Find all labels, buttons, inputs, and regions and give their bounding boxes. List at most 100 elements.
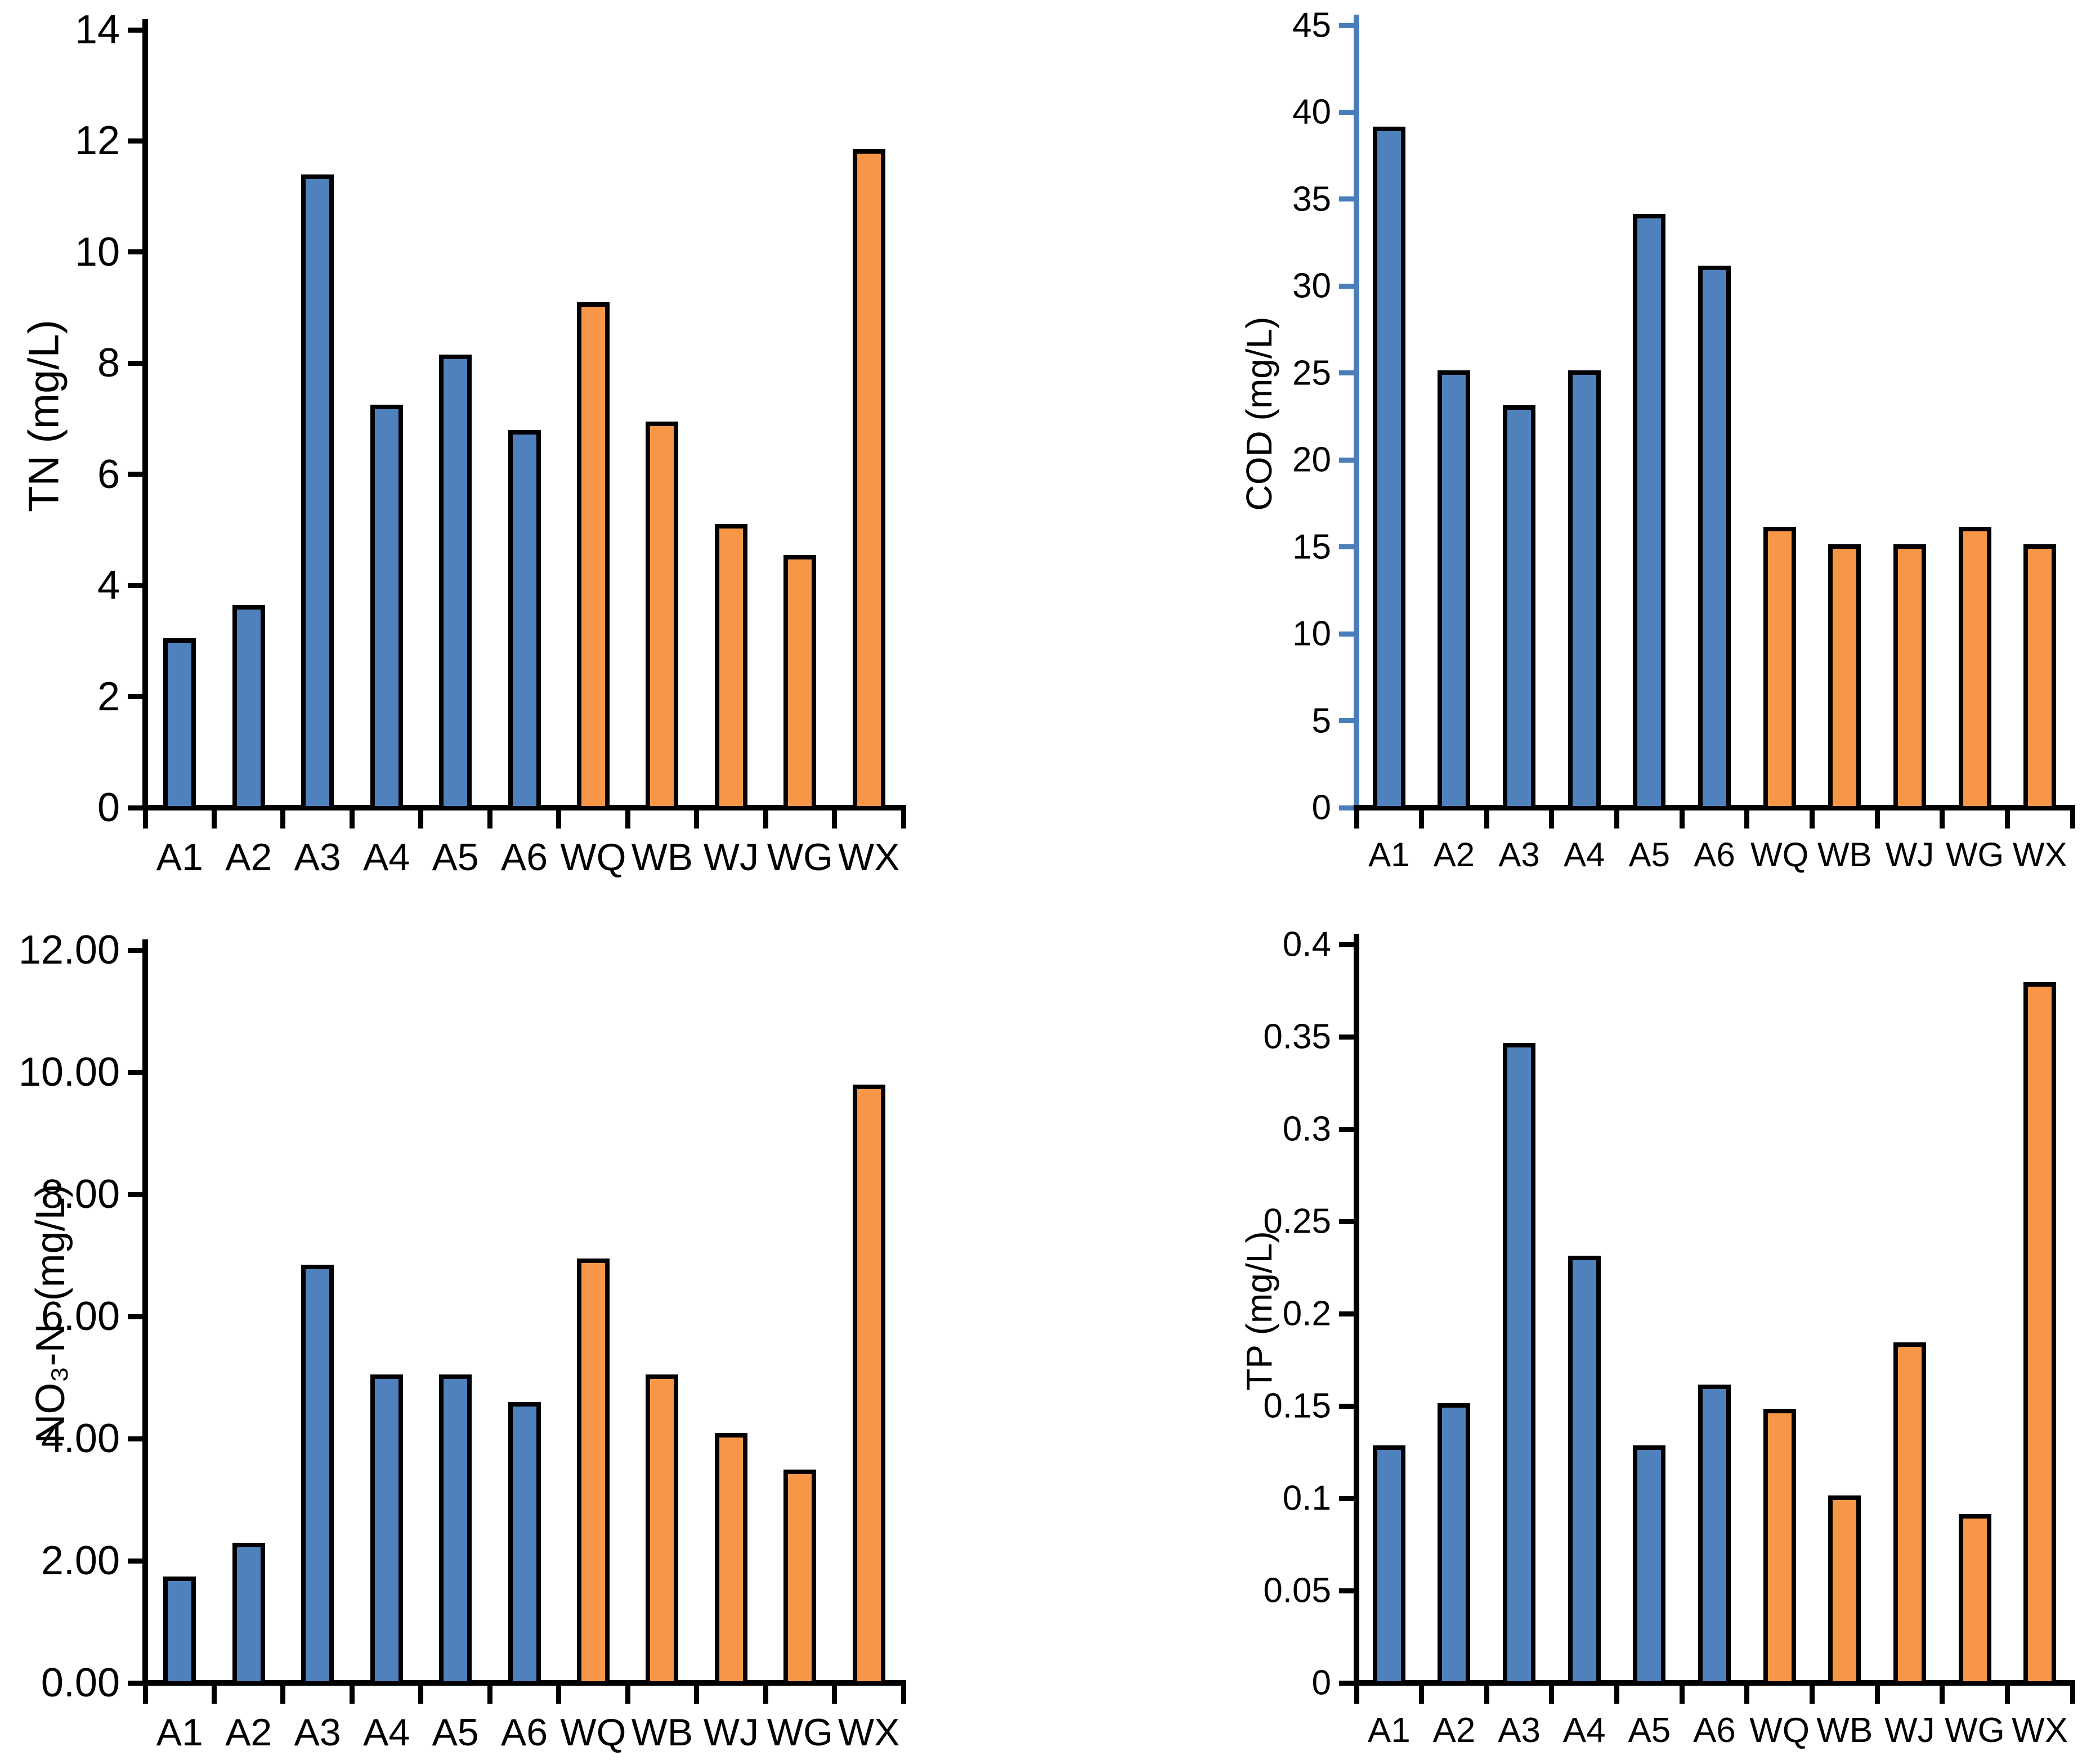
y-tick-label: 0.00 [41, 1660, 120, 1705]
tp-chart: TP (mg/L) 0 0.05 0.1 0.15 0.2 0.25 0.3 0.35 0.4 A1… [1050, 880, 2100, 1760]
y-tick [128, 27, 142, 33]
x-tick [694, 1686, 700, 1704]
y-tick-label: 10 [74, 229, 120, 275]
y-tick [1339, 718, 1354, 724]
x-tick [901, 810, 906, 829]
y-tick-label: 8 [97, 341, 120, 386]
bar-WG [783, 1470, 817, 1686]
x-tick [625, 810, 630, 829]
x-tick [1744, 1686, 1750, 1704]
y-tick [128, 805, 142, 810]
y-tick-label: 40 [1292, 92, 1331, 132]
x-tick [418, 810, 424, 829]
x-tick-label: A4 [1562, 1711, 1606, 1750]
x-tick [1484, 1686, 1489, 1704]
y-tick [1339, 1219, 1354, 1224]
bar-A1 [1372, 1445, 1405, 1686]
bar-WX [2023, 544, 2057, 810]
y-tick-label: 20 [1292, 440, 1331, 480]
bar-A3 [301, 174, 334, 810]
y-tick-label: 10 [1292, 614, 1331, 653]
x-tick [1614, 810, 1620, 829]
bar-A4 [1568, 370, 1601, 810]
bar-A2 [232, 1543, 265, 1686]
y-tick-label: 4.00 [41, 1416, 120, 1461]
x-tick-label: WB [631, 836, 693, 879]
y-tick-label: 0.2 [1282, 1294, 1331, 1333]
bar-WB [1828, 544, 1861, 810]
bar-A4 [370, 1374, 403, 1686]
x-tick-label: A6 [500, 836, 548, 879]
x-tick-label: A3 [294, 1711, 341, 1754]
bar-A3 [1503, 405, 1536, 810]
y-tick [128, 1314, 142, 1319]
bar-A4 [370, 405, 403, 810]
bar-A1 [1372, 127, 1405, 810]
x-tick-label: WG [1945, 836, 2004, 874]
y-tick [128, 583, 142, 588]
x-tick [1549, 810, 1555, 829]
x-tick-label: WB [631, 1711, 693, 1754]
x-tick [901, 1686, 906, 1704]
y-tick [1339, 1403, 1354, 1409]
x-tick-label: A6 [1693, 1711, 1736, 1750]
x-tick-label: WQ [560, 836, 626, 879]
bar-A2 [232, 605, 265, 810]
x-tick [349, 1686, 355, 1704]
x-tick [1484, 810, 1489, 829]
y-tick [1339, 1126, 1354, 1132]
y-tick-label: 0 [1311, 1663, 1331, 1703]
y-tick-label: 0.15 [1263, 1386, 1331, 1426]
y-tick [1339, 942, 1354, 947]
x-tick-label: A1 [156, 836, 203, 879]
bar-A6 [508, 1402, 541, 1686]
x-tick-label: A1 [1368, 836, 1410, 874]
bar-A6 [508, 430, 541, 810]
y-tick-label: 0 [1311, 788, 1331, 827]
x-tick-label: A4 [1564, 836, 1605, 874]
x-tick-label: WG [767, 836, 833, 879]
x-tick-label: WJ [703, 836, 759, 879]
x-tick-label: WG [767, 1711, 833, 1754]
y-tick-label: 2 [97, 674, 120, 719]
x-tick-label: A2 [1433, 836, 1475, 874]
bar-WQ [1763, 1409, 1796, 1686]
x-tick [1354, 810, 1359, 829]
x-tick [832, 810, 838, 829]
bar-WQ [1763, 527, 1796, 810]
bar-A5 [1633, 1445, 1666, 1686]
x-tick [142, 1686, 148, 1704]
y-tick [1339, 805, 1354, 810]
x-tick-label: WJ [1885, 836, 1935, 874]
y-tick [128, 694, 142, 700]
y-tick [128, 360, 142, 366]
y-tick [1339, 544, 1354, 550]
y-axis [142, 19, 148, 810]
x-tick-label: A3 [1498, 836, 1540, 874]
y-tick-label: 8.00 [41, 1172, 120, 1217]
x-tick [349, 810, 355, 829]
x-tick [1874, 1686, 1880, 1704]
y-tick-label: 45 [1292, 6, 1331, 45]
x-tick-label: WB [1816, 1711, 1873, 1750]
y-tick [1339, 109, 1354, 115]
x-tick [1940, 1686, 1945, 1704]
bar-A2 [1438, 1403, 1471, 1686]
bar-WB [1828, 1495, 1861, 1686]
bar-WJ [714, 524, 747, 810]
x-tick [1419, 810, 1425, 829]
bar-WG [1958, 1514, 1991, 1686]
y-tick-label: 0.35 [1263, 1017, 1331, 1056]
x-tick-label: WQ [1749, 1711, 1810, 1750]
y-tick [1339, 1495, 1354, 1501]
y-tick-label: 25 [1292, 353, 1331, 393]
y-tick [128, 249, 142, 255]
bar-A3 [301, 1265, 334, 1686]
x-tick-label: A4 [362, 836, 410, 879]
x-tick [1354, 1686, 1359, 1704]
y-tick-label: 5 [1311, 701, 1331, 741]
y-tick-label: 6 [97, 451, 120, 497]
x-tick [1614, 1686, 1620, 1704]
bar-WB [646, 422, 679, 810]
y-axis [142, 939, 148, 1686]
